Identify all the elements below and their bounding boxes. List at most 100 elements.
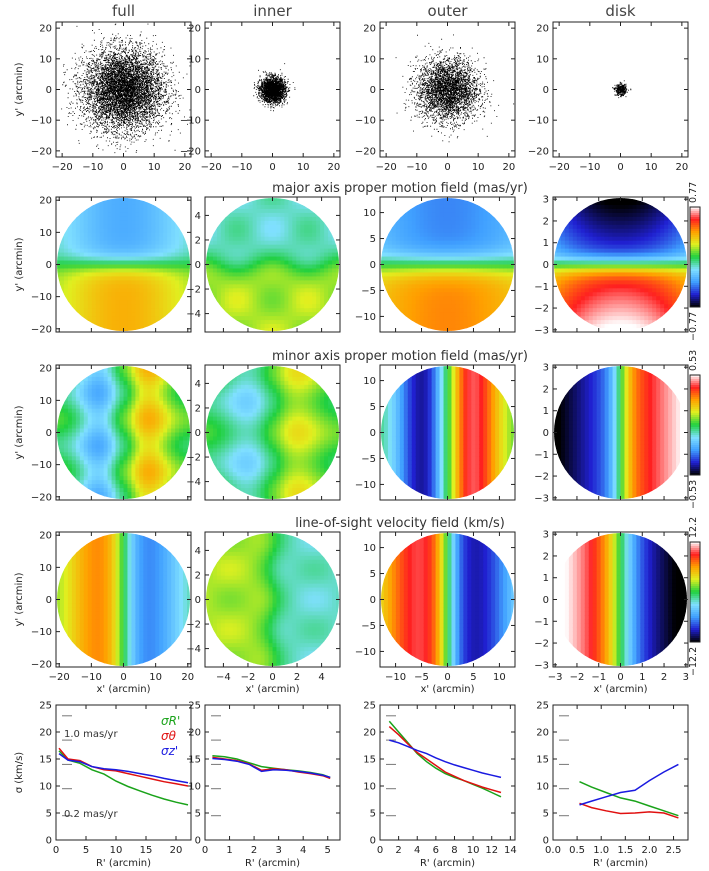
field-cell — [252, 316, 258, 321]
field-cell — [443, 220, 449, 226]
field-cell — [572, 292, 578, 297]
field-cell — [240, 280, 246, 285]
field-cell — [220, 284, 226, 289]
field-cell — [268, 256, 274, 262]
field-cell — [644, 252, 649, 258]
map-1-disk-ytick-label: 0 — [543, 260, 549, 271]
field-cell — [57, 380, 61, 386]
field-cell — [95, 256, 101, 262]
field-cell — [435, 288, 441, 293]
field-cell — [272, 292, 278, 297]
field-cell — [427, 280, 433, 285]
field-cell — [620, 272, 626, 278]
field-cell — [143, 236, 148, 242]
field-cell — [296, 244, 301, 250]
field-cell — [475, 248, 480, 254]
field-cell — [208, 208, 214, 214]
field-cell — [83, 220, 89, 226]
field-cell — [272, 324, 278, 329]
field-cell — [624, 208, 630, 214]
field-cell — [139, 252, 144, 258]
field-cell — [147, 292, 152, 297]
field-cell — [75, 216, 81, 222]
field-cell — [423, 232, 429, 238]
colorbar-cell — [690, 287, 700, 290]
field-cell — [248, 240, 254, 246]
field-cell — [284, 284, 289, 289]
field-cell — [272, 236, 278, 242]
field-cell — [57, 220, 61, 226]
field-cell — [381, 276, 385, 281]
map-1-full-ytick-label: −10 — [31, 292, 52, 303]
field-cell — [175, 232, 180, 238]
field-cell — [63, 268, 69, 274]
field-cell — [399, 292, 405, 297]
field-cell — [151, 288, 156, 293]
field-cell — [668, 252, 673, 258]
field-cell — [260, 328, 266, 331]
field-cell — [83, 324, 89, 329]
field-cell — [272, 284, 278, 289]
field-cell — [381, 244, 385, 250]
field-cell — [216, 296, 222, 301]
field-cell — [280, 204, 286, 210]
field-cell — [467, 212, 472, 218]
field-cell — [135, 292, 140, 297]
field-cell — [171, 244, 176, 250]
field-cell — [308, 296, 313, 301]
map-1-disk-ytick-label: −2 — [534, 304, 549, 315]
field-cell — [554, 316, 558, 321]
field-cell — [495, 312, 500, 317]
field-cell — [648, 320, 653, 325]
field-cell — [63, 316, 69, 321]
field-cell — [103, 216, 109, 222]
field-cell — [491, 244, 496, 250]
field-cell — [620, 284, 626, 289]
field-cell — [672, 248, 677, 254]
field-cell — [240, 224, 246, 230]
field-cell — [135, 232, 140, 238]
field-cell — [435, 204, 441, 210]
column-title-outer: outer — [428, 2, 469, 20]
field-cell — [560, 228, 566, 234]
field-cell — [280, 268, 286, 274]
field-cell — [240, 198, 246, 202]
field-cell — [308, 204, 313, 210]
field-cell — [499, 288, 504, 293]
field-cell — [560, 198, 566, 202]
field-cell — [224, 296, 230, 301]
field-cell — [79, 248, 85, 254]
field-cell — [471, 248, 476, 254]
field-cell — [628, 316, 634, 321]
field-cell — [479, 252, 484, 258]
field-cell — [280, 224, 286, 230]
field-cell — [507, 296, 512, 301]
field-cell — [260, 312, 266, 317]
field-cell — [648, 256, 653, 262]
field-cell — [443, 228, 449, 234]
field-cell — [381, 320, 385, 325]
field-cell — [443, 240, 449, 246]
field-cell — [280, 198, 286, 202]
field-cell — [652, 244, 657, 250]
field-cell — [99, 288, 105, 293]
field-cell — [264, 284, 270, 289]
field-cell — [87, 304, 93, 309]
field-cell — [471, 272, 476, 278]
field-cell — [59, 280, 65, 285]
field-cell — [415, 204, 421, 210]
field-cell — [119, 232, 125, 238]
field-cell — [680, 220, 685, 226]
field-cell — [139, 204, 144, 210]
field-cell — [111, 248, 117, 254]
field-cell — [240, 292, 246, 297]
field-cell — [244, 312, 250, 317]
field-cell — [175, 268, 180, 274]
field-cell — [276, 308, 282, 313]
field-cell — [475, 228, 480, 234]
field-cell — [672, 300, 677, 305]
field-cell — [644, 256, 649, 262]
field-cell — [332, 312, 337, 317]
field-cell — [332, 224, 337, 230]
field-cell — [640, 220, 645, 226]
